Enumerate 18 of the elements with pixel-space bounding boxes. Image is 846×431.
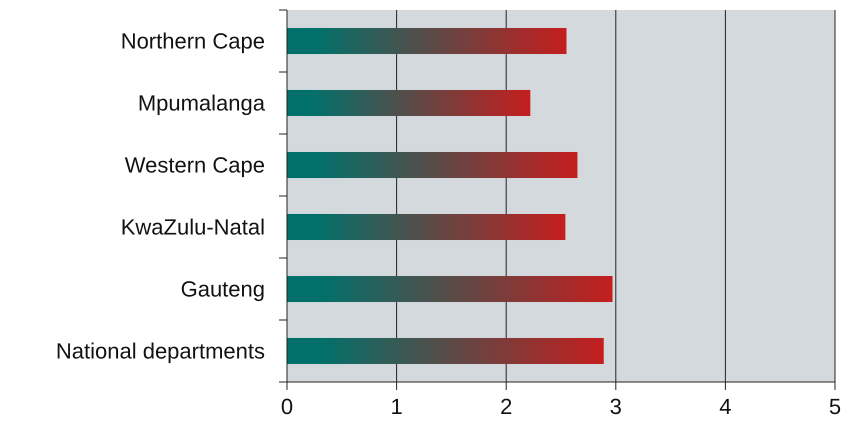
y-tick-label: National departments [56, 338, 265, 364]
bar [287, 276, 613, 302]
x-tick-label: 0 [280, 394, 294, 419]
y-tick-label: Gauteng [180, 276, 265, 302]
x-tick-label: 2 [500, 394, 512, 419]
y-tick-label: Western Cape [124, 152, 265, 178]
x-tick-label: 5 [828, 394, 842, 419]
x-tick-label: 1 [390, 394, 403, 419]
bar [287, 214, 566, 240]
bar [287, 152, 578, 178]
bar [287, 90, 530, 116]
y-tick-label: KwaZulu-Natal [120, 214, 265, 240]
y-tick-label: Northern Cape [120, 28, 265, 54]
x-tick-label: 3 [610, 394, 622, 419]
bar [287, 338, 604, 364]
x-tick-label: 4 [719, 394, 732, 419]
bar [287, 28, 566, 54]
y-tick-label: Mpumalanga [138, 90, 266, 116]
